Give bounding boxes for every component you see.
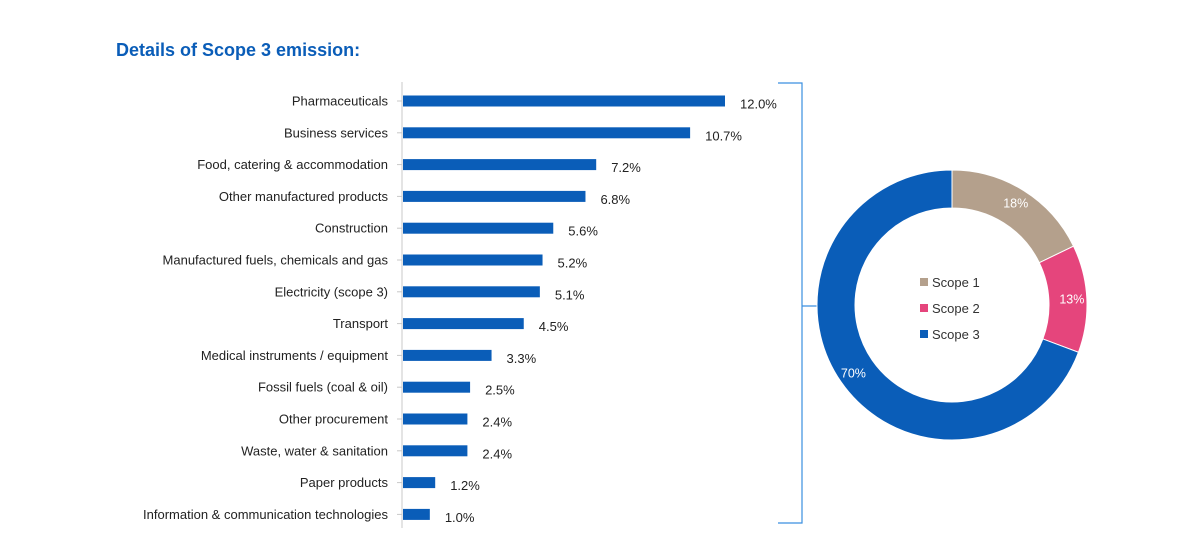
legend-label: Scope 1: [932, 275, 980, 290]
category-label: Medical instruments / equipment: [201, 348, 389, 363]
donut-slice: [951, 169, 1075, 264]
data-label: 7.2%: [611, 160, 641, 175]
category-label: Food, catering & accommodation: [197, 157, 388, 172]
bar: [403, 190, 586, 202]
slice-label: 18%: [1003, 196, 1028, 210]
data-label: 2.5%: [485, 383, 515, 398]
bar: [403, 477, 436, 489]
category-label: Fossil fuels (coal & oil): [258, 380, 388, 395]
data-label: 1.2%: [450, 478, 480, 493]
data-label: 5.2%: [558, 256, 588, 271]
legend-swatch: [920, 304, 928, 312]
data-label: 12.0%: [740, 97, 777, 112]
legend-swatch: [920, 330, 928, 338]
category-label: Business services: [284, 125, 389, 140]
slice-label: 70%: [841, 366, 866, 380]
legend-swatch: [920, 278, 928, 286]
bar: [403, 286, 540, 298]
bar-chart: Pharmaceuticals 12.0% Business services 10.…: [143, 82, 777, 528]
bar: [403, 381, 471, 393]
bar: [403, 127, 691, 139]
data-label: 6.8%: [600, 192, 630, 207]
category-label: Paper products: [300, 475, 389, 490]
bar: [403, 254, 543, 266]
category-label: Waste, water & sanitation: [241, 443, 388, 458]
donut-chart: 18% 13% 70%: [816, 169, 1088, 441]
legend-label: Scope 2: [932, 301, 980, 316]
bar: [403, 95, 725, 107]
category-label: Construction: [315, 221, 388, 236]
bar: [403, 159, 597, 171]
category-label: Electricity (scope 3): [275, 284, 388, 299]
data-label: 10.7%: [705, 128, 742, 143]
data-label: 5.6%: [568, 224, 598, 239]
data-label: 3.3%: [507, 351, 537, 366]
category-label: Other manufactured products: [219, 189, 389, 204]
category-label: Information & communication technologies: [143, 507, 388, 522]
bar: [403, 445, 468, 457]
bracket-line: [778, 82, 803, 524]
category-label: Transport: [333, 316, 389, 331]
bar: [403, 508, 430, 520]
category-label: Other procurement: [279, 412, 388, 427]
category-label: Manufactured fuels, chemicals and gas: [163, 253, 389, 268]
bar: [403, 413, 468, 425]
slice-label: 13%: [1059, 292, 1084, 306]
bar: [403, 349, 492, 361]
data-label: 4.5%: [539, 319, 569, 334]
chart-title: Details of Scope 3 emission:: [116, 40, 361, 60]
bar: [403, 318, 524, 330]
data-label: 1.0%: [445, 510, 475, 525]
bar: [403, 222, 554, 234]
category-label: Pharmaceuticals: [292, 94, 389, 109]
data-label: 5.1%: [555, 287, 585, 302]
donut-slice: [816, 169, 1080, 441]
data-label: 2.4%: [482, 446, 512, 461]
legend-label: Scope 3: [932, 327, 980, 342]
data-label: 2.4%: [482, 415, 512, 430]
donut-legend: Scope 1 Scope 2 Scope 3: [920, 275, 980, 342]
